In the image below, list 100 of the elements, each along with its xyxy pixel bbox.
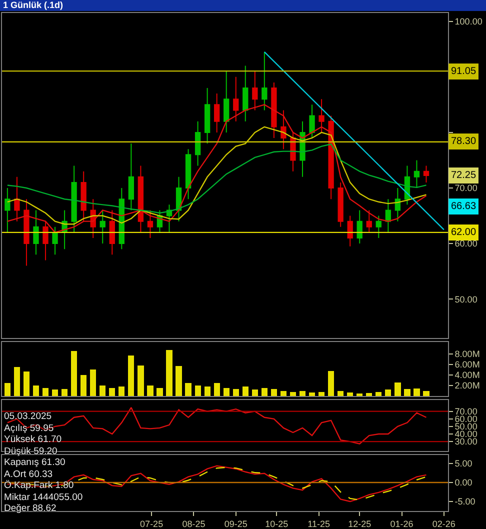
candlestick <box>71 165 77 233</box>
candlestick <box>147 210 154 238</box>
bar <box>166 350 172 396</box>
chart-title: 1 Günlük (.1d) <box>0 0 486 11</box>
x-tick-label: 10-25 <box>265 518 288 529</box>
y-tick-label: 70.00 <box>454 406 478 416</box>
bar <box>376 392 382 396</box>
y-tick-label: 100.00 <box>454 16 482 26</box>
candlestick <box>118 188 124 250</box>
bar <box>52 390 58 396</box>
bar <box>252 390 258 396</box>
bar <box>23 371 30 396</box>
ref-line-label: 91.05 <box>451 66 476 77</box>
x-tick-label: 02-26 <box>432 518 456 529</box>
candlestick <box>366 210 372 233</box>
annotation: Kapanış 61.30 <box>4 457 66 468</box>
bar <box>128 356 134 396</box>
bar <box>118 386 125 396</box>
candlestick <box>309 104 315 138</box>
bar <box>42 388 49 396</box>
y-tick-label: 2.00M <box>454 380 480 391</box>
x-tick-label: 11-25 <box>308 518 330 529</box>
line-series <box>6 144 427 214</box>
annotation: Miktar 1444055.00 <box>4 492 83 502</box>
x-tick-label: 08-25 <box>182 518 206 529</box>
bar <box>80 375 87 396</box>
bar <box>280 390 287 396</box>
bar <box>61 389 68 396</box>
candlestick <box>262 51 268 111</box>
y-tick-label: 30.00 <box>454 436 478 447</box>
candlestick <box>224 70 230 133</box>
annotation: A.Ort 60.33 <box>4 468 53 480</box>
y-tick-label: 60.00 <box>454 238 478 249</box>
bar <box>270 389 278 396</box>
y-tick-label: 8.00M <box>454 349 480 360</box>
bar <box>138 366 144 396</box>
x-tick-label: 07-25 <box>140 518 164 529</box>
candlestick <box>138 165 144 233</box>
candlestick <box>194 120 201 166</box>
candlestick <box>185 148 192 200</box>
y-tick-label: 5.00 <box>454 458 472 469</box>
bar <box>308 392 316 396</box>
candlestick <box>214 93 220 133</box>
bar <box>423 390 430 396</box>
y-tick-label: 50.00 <box>454 294 478 304</box>
bar <box>14 367 20 396</box>
bar <box>318 392 325 396</box>
candlestick <box>233 76 239 122</box>
y-tick-label: 6.00M <box>454 360 480 370</box>
y-tick-label: 60.00 <box>454 414 478 424</box>
ref-line-label: 78.30 <box>451 136 476 147</box>
bar <box>100 386 106 396</box>
y-tick-label: 0.00 <box>454 478 472 488</box>
bar <box>223 388 230 396</box>
x-tick-label: 12-25 <box>348 518 372 529</box>
bar <box>232 389 239 396</box>
x-tick-label: 09-25 <box>224 518 248 529</box>
candlestick <box>414 160 420 188</box>
candlestick <box>280 110 286 150</box>
candlestick <box>109 210 115 256</box>
candlestick <box>423 165 430 183</box>
bar <box>4 382 10 396</box>
text: 66.63 <box>451 201 476 212</box>
text: 72.25 <box>451 170 476 181</box>
y-tick-label: 50.00 <box>454 422 478 432</box>
candlestick <box>42 220 48 261</box>
bar <box>414 388 420 396</box>
ref-line-label: 62.00 <box>451 227 476 238</box>
candlestick <box>242 65 248 122</box>
candlestick <box>394 188 401 222</box>
bar <box>347 392 354 396</box>
bar <box>328 370 334 396</box>
candlestick <box>4 188 10 233</box>
y-tick-label: 4.00M <box>454 370 480 380</box>
bar <box>147 386 154 396</box>
bar <box>356 393 363 396</box>
candlestick <box>318 98 324 133</box>
bar <box>394 382 401 396</box>
bar <box>176 366 182 396</box>
y-tick-label: 40.00 <box>454 429 478 440</box>
candlestick <box>338 182 344 228</box>
x-tick-label: 01-26 <box>390 518 414 529</box>
bar <box>109 388 116 396</box>
candlestick <box>100 210 106 244</box>
bar <box>338 390 344 396</box>
candlestick <box>176 176 182 222</box>
bar <box>404 389 410 396</box>
candlestick <box>252 70 258 111</box>
candlestick <box>385 198 391 233</box>
candlestick <box>33 210 39 256</box>
bar <box>90 369 96 396</box>
candlestick <box>204 88 210 144</box>
bar <box>385 390 392 396</box>
y-tick-label: -5.00 <box>454 496 476 507</box>
bar <box>156 388 163 396</box>
line-series <box>6 104 427 234</box>
bar <box>366 392 372 396</box>
candlestick <box>271 82 277 138</box>
bar <box>185 382 192 396</box>
candlestick <box>24 198 30 266</box>
